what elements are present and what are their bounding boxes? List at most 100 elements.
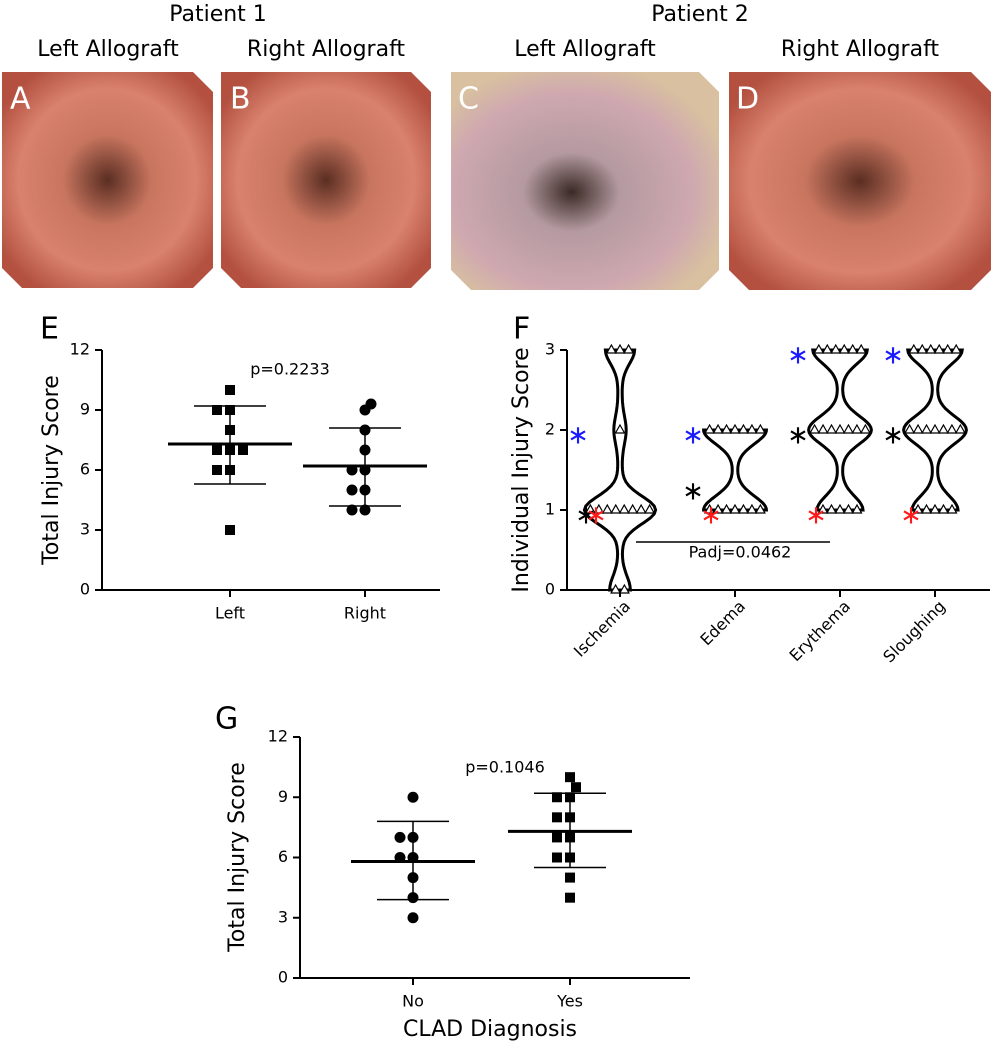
data-point bbox=[635, 503, 647, 514]
data-point bbox=[212, 445, 222, 455]
data-point bbox=[746, 423, 758, 434]
marker-asterisk: ∗ bbox=[787, 421, 809, 451]
y-tick-label: 9 bbox=[278, 787, 288, 806]
y-tick-label: 12 bbox=[70, 340, 90, 359]
photo-letter: A bbox=[10, 82, 31, 117]
data-point bbox=[921, 423, 933, 434]
y-tick-label: 3 bbox=[80, 520, 90, 539]
x-tick-label: Edema bbox=[696, 597, 749, 650]
data-point bbox=[908, 343, 920, 354]
data-point bbox=[346, 504, 358, 516]
photo-letter: C bbox=[458, 82, 479, 117]
data-point bbox=[821, 343, 833, 354]
data-point bbox=[721, 423, 733, 434]
data-point bbox=[826, 423, 838, 434]
data-point bbox=[704, 503, 716, 514]
data-point bbox=[737, 503, 749, 514]
y-tick-label: 12 bbox=[268, 727, 288, 746]
y-tick-label: 0 bbox=[80, 580, 90, 599]
patient-title: Patient 1 bbox=[169, 2, 267, 27]
data-point bbox=[842, 423, 854, 434]
data-point bbox=[407, 912, 419, 924]
data-point bbox=[937, 423, 949, 434]
data-point bbox=[565, 772, 575, 783]
data-point bbox=[946, 423, 958, 434]
data-point bbox=[729, 503, 741, 514]
annotation: p=0.1046 bbox=[465, 758, 545, 777]
panel-letter: E bbox=[40, 312, 59, 347]
data-point bbox=[407, 791, 419, 803]
data-point bbox=[954, 423, 966, 434]
data-point bbox=[225, 525, 235, 535]
data-point bbox=[359, 404, 371, 416]
data-point bbox=[552, 812, 562, 823]
data-point bbox=[851, 503, 863, 514]
data-point bbox=[834, 423, 846, 434]
x-tick-label: Ischemia bbox=[570, 597, 634, 661]
x-tick-label: Yes bbox=[556, 992, 583, 1011]
data-point bbox=[817, 423, 829, 434]
marker-asterisk: ∗ bbox=[567, 421, 589, 451]
data-point bbox=[601, 503, 613, 514]
panel-label: Right Allograft bbox=[247, 37, 406, 62]
data-point bbox=[842, 503, 855, 514]
x-axis-label: CLAD Diagnosis bbox=[403, 1017, 577, 1042]
data-point bbox=[929, 423, 941, 434]
annotation: p=0.2233 bbox=[250, 360, 330, 379]
data-point bbox=[851, 423, 863, 434]
data-point bbox=[212, 405, 222, 415]
y-tick-label: 6 bbox=[80, 460, 90, 479]
data-point bbox=[644, 503, 656, 514]
data-point bbox=[712, 503, 724, 514]
data-point bbox=[584, 503, 596, 514]
data-point bbox=[721, 503, 733, 514]
data-point bbox=[942, 343, 954, 354]
marker-asterisk: ∗ bbox=[787, 341, 809, 371]
data-point bbox=[618, 583, 630, 594]
data-point bbox=[737, 423, 749, 434]
panel-label: Left Allograft bbox=[514, 37, 656, 62]
marker-asterisk: ∗ bbox=[900, 501, 922, 531]
y-tick-label: 0 bbox=[278, 968, 288, 987]
violin bbox=[902, 348, 968, 512]
x-tick-label: Erythema bbox=[786, 597, 854, 665]
x-tick-label: Right bbox=[344, 604, 386, 623]
y-tick-label: 6 bbox=[278, 847, 288, 866]
data-point bbox=[920, 503, 933, 514]
data-point bbox=[754, 503, 766, 514]
data-point bbox=[912, 423, 924, 434]
annotation: Padj=0.0462 bbox=[689, 543, 792, 562]
data-point bbox=[754, 423, 766, 434]
y-tick-label: 3 bbox=[278, 907, 288, 926]
x-tick-label: No bbox=[402, 992, 424, 1011]
data-point bbox=[610, 583, 622, 594]
data-point bbox=[359, 504, 371, 516]
y-axis-label: Total Injury Score bbox=[39, 375, 64, 566]
marker-asterisk: ∗ bbox=[682, 421, 704, 451]
photo-letter: D bbox=[736, 82, 759, 117]
data-point bbox=[552, 832, 562, 843]
data-point bbox=[859, 423, 871, 434]
data-point bbox=[830, 343, 842, 354]
data-point bbox=[225, 385, 235, 395]
data-point bbox=[610, 503, 622, 514]
data-point bbox=[614, 423, 626, 434]
data-point bbox=[346, 484, 358, 496]
data-point bbox=[605, 343, 617, 354]
violin bbox=[807, 348, 873, 512]
data-point bbox=[925, 343, 937, 354]
data-point bbox=[746, 503, 758, 514]
photo bbox=[2, 72, 213, 288]
data-point bbox=[552, 792, 562, 803]
data-point bbox=[946, 503, 958, 514]
data-point bbox=[618, 503, 630, 514]
data-point bbox=[627, 503, 639, 514]
data-point bbox=[813, 343, 825, 354]
panel-letter: G bbox=[215, 702, 238, 737]
data-point bbox=[916, 343, 928, 354]
violin bbox=[582, 348, 658, 592]
photo bbox=[729, 72, 991, 290]
data-point bbox=[929, 503, 941, 514]
panel-label: Left Allograft bbox=[37, 37, 179, 62]
